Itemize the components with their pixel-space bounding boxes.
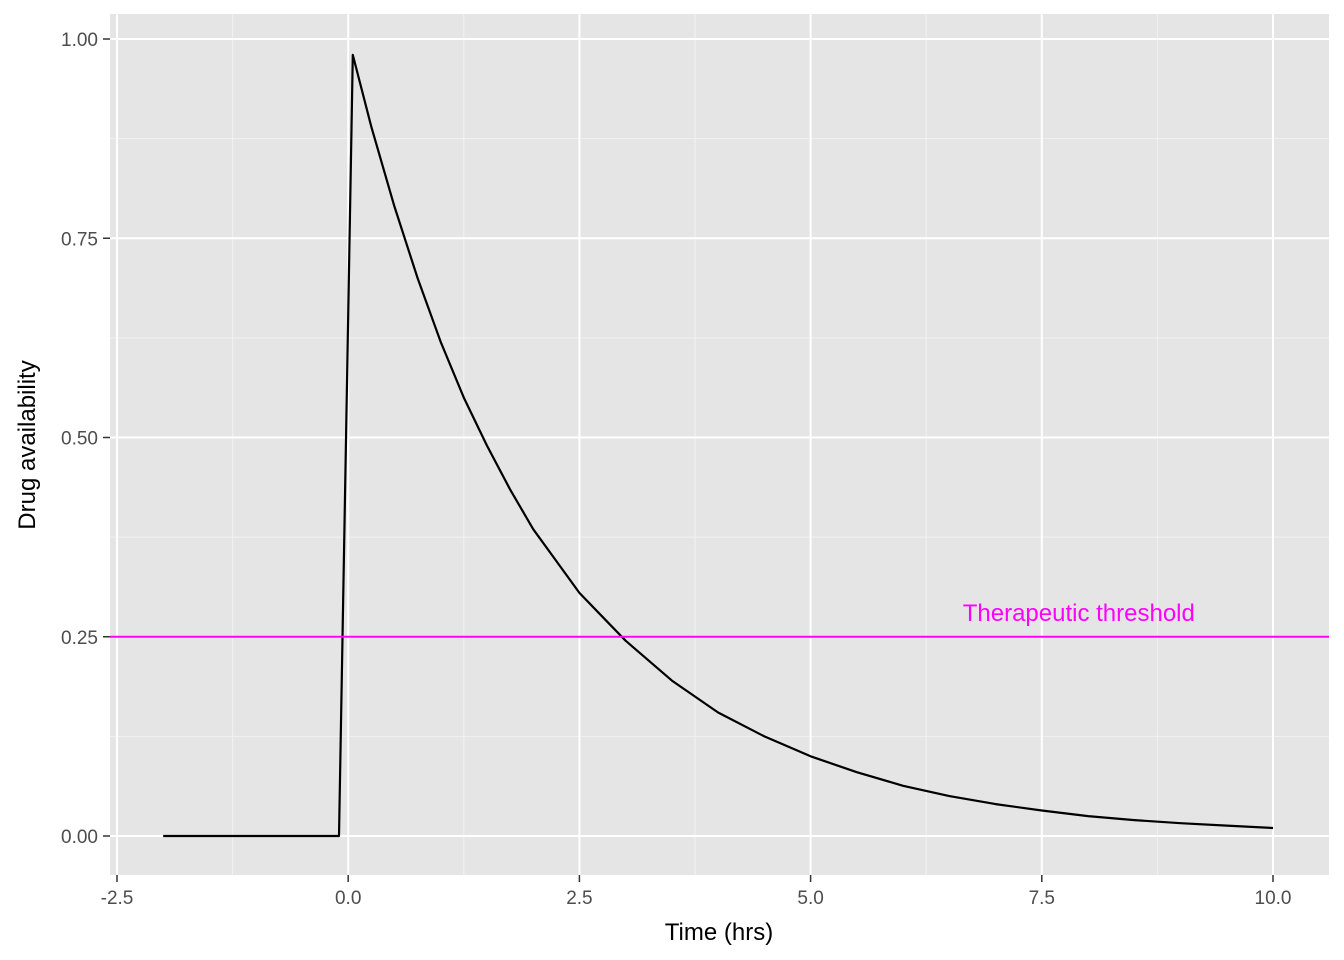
y-tick-label: 1.00 (61, 30, 98, 51)
y-tick-label: 0.00 (61, 827, 98, 848)
panel-background (110, 14, 1329, 875)
axis-ticks (103, 38, 1274, 882)
y-tick-label: 0.25 (61, 628, 98, 649)
x-axis-title: Time (hrs) (665, 919, 773, 946)
series-layer (163, 53, 1274, 838)
x-tick-label: -2.5 (101, 888, 134, 909)
y-axis-title: Drug availability (14, 360, 41, 529)
x-tick-labels: -2.5 0.0 2.5 5.0 7.5 10.0 (101, 888, 1292, 909)
x-tick-label: 2.5 (566, 888, 592, 909)
y-tick-label: 0.50 (61, 429, 98, 450)
x-tick-label: 0.0 (335, 888, 361, 909)
threshold-label: Therapeutic threshold (963, 600, 1195, 627)
reference-lines: Therapeutic threshold (110, 600, 1329, 638)
x-tick-label: 10.0 (1255, 888, 1292, 909)
drug-availability-line (163, 53, 1274, 838)
x-tick-label: 5.0 (797, 888, 823, 909)
x-tick-label: 7.5 (1029, 888, 1055, 909)
grid-minor (110, 14, 1329, 875)
y-tick-label: 0.75 (61, 229, 98, 250)
y-tick-labels: 0.00 0.25 0.50 0.75 1.00 (61, 30, 98, 848)
